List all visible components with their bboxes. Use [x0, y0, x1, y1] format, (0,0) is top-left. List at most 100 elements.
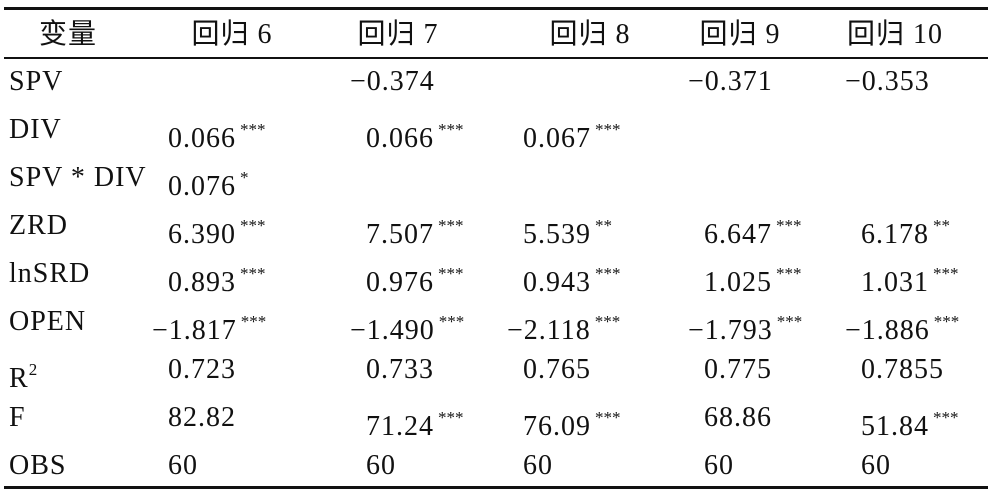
significance-stars: ***: [240, 120, 266, 139]
value-cell: 51.84 ***: [861, 394, 959, 442]
value: 51.84: [861, 411, 929, 442]
value-cell: 0.893 ***: [168, 250, 266, 298]
row-label-text: F: [9, 402, 26, 433]
value: −1.490: [350, 315, 435, 346]
significance-stars: ***: [776, 312, 803, 331]
value-cell: 0.076 *: [168, 154, 249, 202]
row-label-text: OPEN: [9, 306, 87, 337]
value-cell: −1.490 ***: [350, 298, 464, 346]
significance-stars: *: [240, 168, 249, 187]
row-label: R2: [9, 346, 37, 394]
row-label-text: R: [9, 363, 29, 394]
value-cell: 6.647 ***: [704, 202, 802, 250]
row-label: SPV * DIV: [9, 154, 147, 202]
row-label-text: OBS: [9, 450, 67, 481]
value: −0.374: [350, 66, 435, 97]
value-cell: 6.178 **: [861, 202, 950, 250]
value: 0.943: [523, 267, 591, 298]
value: −0.371: [688, 66, 773, 97]
header-cell: 回归 10: [846, 19, 943, 50]
row-label-text: DIV: [9, 114, 62, 145]
value-cell: 0.066 ***: [168, 106, 266, 154]
value: 0.733: [366, 354, 434, 385]
value: 71.24: [366, 411, 434, 442]
significance-stars: ***: [776, 264, 802, 283]
value: 0.893: [168, 267, 236, 298]
value-cell: 60: [366, 442, 396, 490]
header-cell: 变量: [38, 19, 97, 50]
row-label-text: ZRD: [9, 210, 68, 241]
value: −1.793: [688, 315, 773, 346]
value: 0.066: [366, 123, 434, 154]
significance-stars: **: [595, 216, 612, 235]
value-cell: −2.118 ***: [507, 298, 620, 346]
row-label: F: [9, 394, 26, 442]
value: 76.09: [523, 411, 591, 442]
significance-stars: ***: [933, 264, 959, 283]
header-rule: [4, 57, 988, 59]
significance-stars: ***: [438, 216, 464, 235]
value: 0.765: [523, 354, 591, 385]
value: 60: [861, 450, 891, 481]
value: 6.647: [704, 219, 772, 250]
header-cell: 回归 9: [699, 19, 781, 50]
significance-stars: ***: [776, 216, 802, 235]
value: 7.507: [366, 219, 434, 250]
significance-stars: ***: [595, 264, 621, 283]
significance-stars: ***: [438, 120, 464, 139]
value: 0.723: [168, 354, 236, 385]
header-cell: 回归 6: [191, 19, 273, 50]
significance-stars: ***: [595, 120, 621, 139]
significance-stars: ***: [594, 312, 621, 331]
value: 68.86: [704, 402, 772, 433]
value: 0.775: [704, 354, 772, 385]
significance-stars: **: [933, 216, 950, 235]
value-cell: 7.507 ***: [366, 202, 464, 250]
value-cell: 0.066 ***: [366, 106, 464, 154]
row-label-text: lnSRD: [9, 258, 91, 289]
value-cell: 0.943 ***: [523, 250, 621, 298]
value-cell: 0.733: [366, 346, 434, 394]
significance-stars: ***: [438, 264, 464, 283]
value-cell: −0.371: [688, 58, 773, 106]
value-cell: 60: [168, 442, 198, 490]
value-cell: 1.025 ***: [704, 250, 802, 298]
row-label: DIV: [9, 106, 62, 154]
header-cell: 回归 8: [549, 19, 631, 50]
row-label: SPV: [9, 58, 63, 106]
row-label: OPEN: [9, 298, 86, 346]
value: 60: [704, 450, 734, 481]
value: 60: [366, 450, 396, 481]
significance-stars: ***: [595, 408, 621, 427]
value: 1.025: [704, 267, 772, 298]
value-cell: 0.7855: [861, 346, 944, 394]
value-cell: 60: [861, 442, 891, 490]
value-cell: −1.817 ***: [152, 298, 266, 346]
value-cell: 6.390 ***: [168, 202, 266, 250]
value: −1.886: [845, 315, 930, 346]
value-cell: 82.82: [168, 394, 236, 442]
bottom-rule: [4, 486, 988, 489]
value-cell: 60: [704, 442, 734, 490]
value-cell: −1.886 ***: [845, 298, 959, 346]
significance-stars: ***: [240, 264, 266, 283]
row-label-text: SPV: [9, 66, 64, 97]
significance-stars: ***: [240, 216, 266, 235]
value-cell: −0.353: [845, 58, 930, 106]
row-label: ZRD: [9, 202, 68, 250]
row-label: lnSRD: [9, 250, 90, 298]
value-cell: −0.374: [350, 58, 435, 106]
value: −0.353: [845, 66, 930, 97]
value-cell: 0.723: [168, 346, 236, 394]
row-label-text: SPV * DIV: [9, 162, 147, 193]
value: 82.82: [168, 402, 236, 433]
value-cell: 0.976 ***: [366, 250, 464, 298]
significance-stars: ***: [240, 312, 267, 331]
value: 0.076: [168, 171, 236, 202]
value: 0.7855: [861, 354, 944, 385]
value-cell: 76.09 ***: [523, 394, 621, 442]
value-cell: 60: [523, 442, 553, 490]
value-cell: 5.539 **: [523, 202, 612, 250]
value: 6.178: [861, 219, 929, 250]
